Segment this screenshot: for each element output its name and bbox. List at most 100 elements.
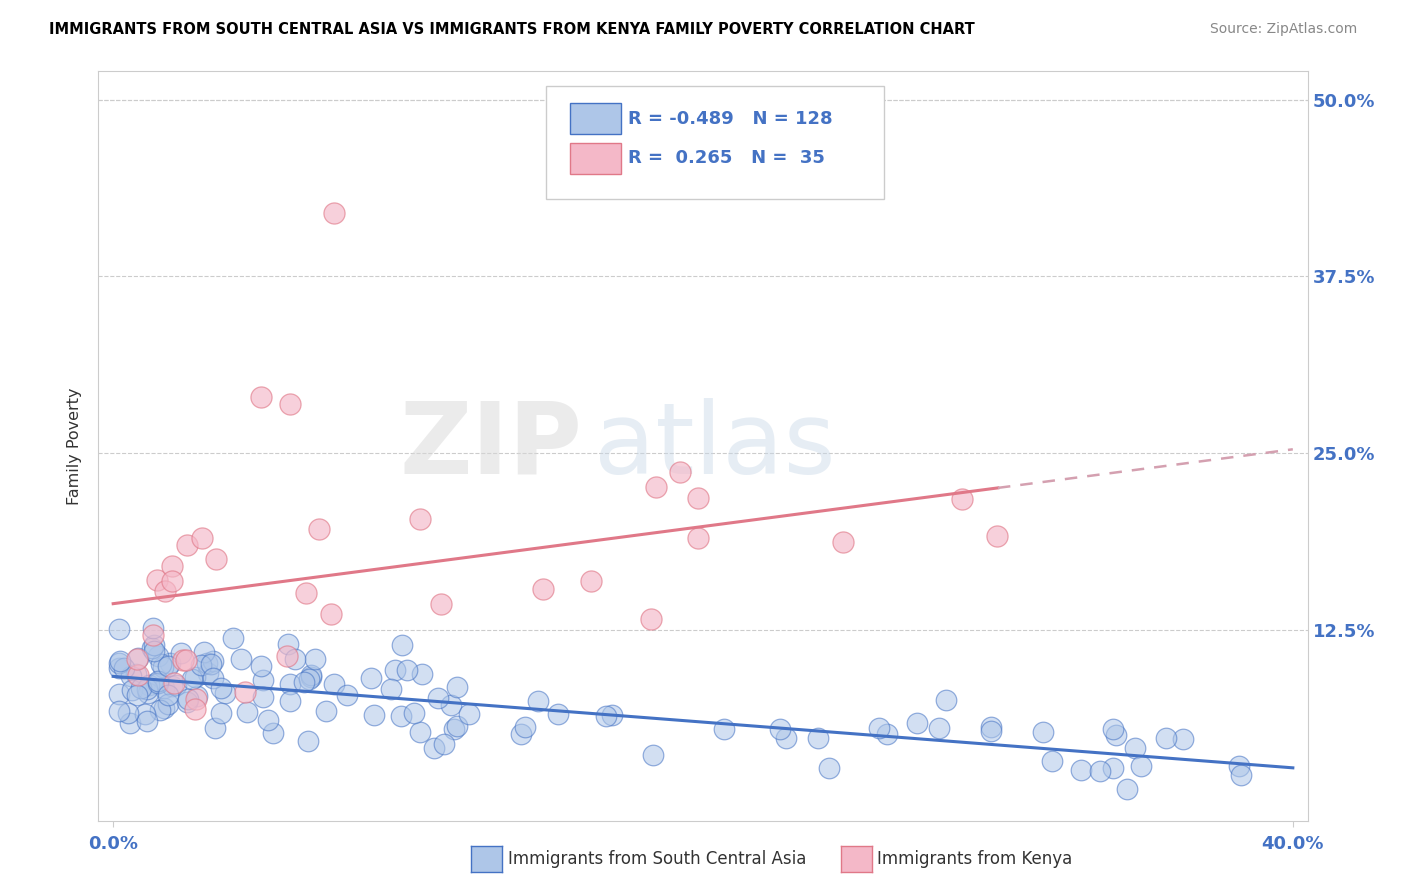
Point — [641, 748, 664, 763]
Point — [120, 716, 142, 731]
Point — [236, 706, 259, 720]
Point — [868, 721, 890, 735]
Point — [135, 681, 157, 696]
Point — [121, 682, 143, 697]
Text: ZIP: ZIP — [399, 398, 582, 494]
Point — [277, 637, 299, 651]
Text: atlas: atlas — [595, 398, 835, 494]
Point — [209, 706, 232, 721]
Point — [1102, 722, 1125, 736]
Point — [108, 657, 131, 671]
Text: R =  0.265   N =  35: R = 0.265 N = 35 — [628, 149, 825, 168]
Point — [152, 660, 174, 674]
Point — [176, 652, 198, 666]
Point — [380, 681, 402, 696]
Point — [110, 654, 132, 668]
Point — [713, 723, 735, 737]
Point — [256, 714, 278, 728]
Point — [775, 731, 797, 746]
Point — [1116, 781, 1139, 796]
Text: IMMIGRANTS FROM SOUTH CENTRAL ASIA VS IMMIGRANTS FROM KENYA FAMILY POVERTY CORRE: IMMIGRANTS FROM SOUTH CENTRAL ASIA VS IM… — [49, 22, 974, 37]
Point — [184, 691, 207, 706]
Point — [160, 574, 183, 588]
Point — [125, 651, 148, 665]
Point — [142, 628, 165, 642]
Point — [831, 534, 853, 549]
Text: Source: ZipAtlas.com: Source: ZipAtlas.com — [1209, 22, 1357, 37]
FancyBboxPatch shape — [569, 143, 621, 174]
Point — [209, 681, 232, 695]
Point — [153, 681, 176, 695]
Point — [308, 523, 330, 537]
Point — [669, 465, 692, 479]
Point — [146, 649, 169, 664]
Point — [278, 396, 301, 410]
Point — [515, 720, 537, 734]
Point — [298, 673, 321, 687]
Point — [579, 574, 602, 589]
Point — [125, 688, 148, 702]
Point — [172, 653, 194, 667]
Point — [1102, 761, 1125, 775]
Point — [876, 727, 898, 741]
Point — [276, 648, 298, 663]
Point — [156, 688, 179, 702]
Point — [170, 647, 193, 661]
Point — [231, 652, 253, 666]
Point — [458, 707, 481, 722]
Point — [160, 680, 183, 694]
Point — [640, 612, 662, 626]
Point — [527, 694, 550, 708]
Point — [1123, 741, 1146, 756]
Point — [197, 665, 219, 680]
Point — [426, 690, 449, 705]
Point — [141, 640, 163, 655]
Point — [1032, 725, 1054, 739]
Point — [430, 597, 453, 611]
Point — [384, 663, 406, 677]
Point — [807, 731, 830, 745]
Point — [769, 722, 792, 736]
Point — [201, 671, 224, 685]
Point — [950, 492, 973, 507]
Point — [252, 690, 274, 705]
Point — [214, 686, 236, 700]
Point — [165, 677, 187, 691]
Point — [262, 726, 284, 740]
Point — [142, 638, 165, 652]
Point — [928, 722, 950, 736]
Point — [181, 672, 204, 686]
Point — [108, 687, 131, 701]
Point — [184, 702, 207, 716]
Point — [297, 734, 319, 748]
Point — [204, 721, 226, 735]
Point — [292, 674, 315, 689]
Point — [595, 709, 617, 723]
Point — [395, 663, 418, 677]
Point — [278, 694, 301, 708]
Point — [905, 716, 928, 731]
Point — [146, 574, 169, 588]
Point — [249, 390, 271, 404]
Point — [176, 538, 198, 552]
Point — [446, 680, 468, 694]
FancyBboxPatch shape — [569, 103, 621, 135]
Point — [295, 586, 318, 600]
Point — [112, 661, 135, 675]
Point — [120, 668, 142, 682]
Point — [153, 583, 176, 598]
Point — [252, 673, 274, 688]
Point — [201, 655, 224, 669]
Point — [304, 651, 326, 665]
Point — [142, 621, 165, 635]
Y-axis label: Family Poverty: Family Poverty — [67, 387, 83, 505]
Point — [177, 692, 200, 706]
Point — [136, 714, 159, 728]
Point — [159, 656, 181, 670]
Point — [686, 532, 709, 546]
Point — [1171, 731, 1194, 746]
Point — [108, 661, 131, 675]
Point — [391, 638, 413, 652]
Point — [423, 741, 446, 756]
Point — [136, 686, 159, 700]
